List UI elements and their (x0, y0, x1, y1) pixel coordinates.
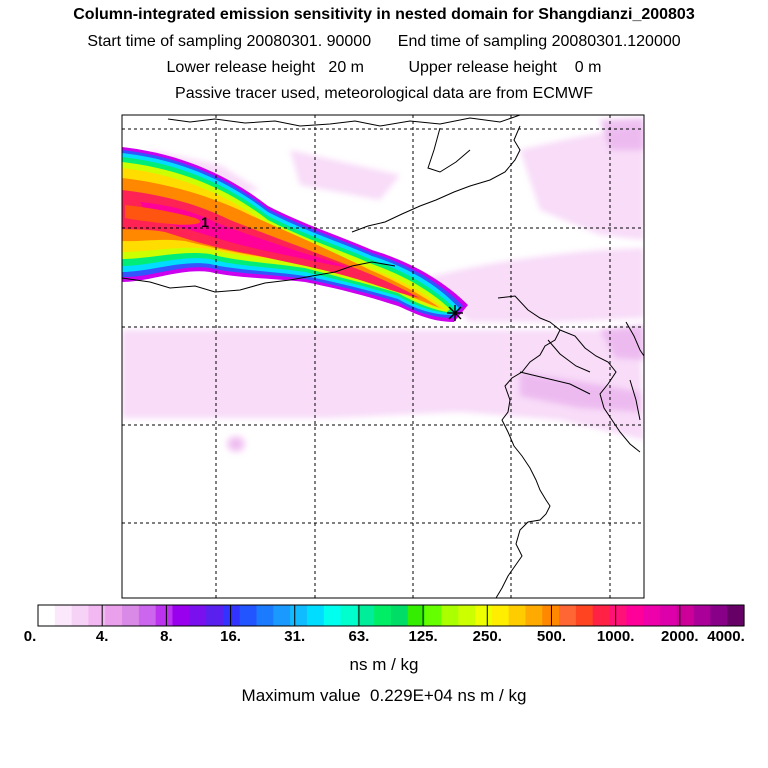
colorbar-cell (323, 605, 342, 626)
sampling-time-line: Start time of sampling 20080301. 90000 E… (0, 33, 768, 51)
colorbar-tick-label: 63. (348, 628, 370, 645)
colorbar-cell (105, 605, 123, 626)
colorbar-tick-label: 31. (284, 628, 306, 645)
colorbar-cell (693, 605, 711, 626)
colorbar-cell (306, 605, 325, 626)
colorbar-units: ns m / kg (349, 655, 419, 674)
colorbar-cell (88, 605, 106, 626)
colorbar-cell (122, 605, 140, 626)
colorbar-cell (458, 605, 476, 626)
upper-height-value: 0 m (574, 59, 602, 76)
colorbar-cell (54, 605, 73, 626)
colorbar-cell (626, 605, 644, 626)
maximum-value-label: Maximum value (241, 686, 361, 705)
colorbar-cell (491, 605, 510, 626)
colorbar-cell (424, 605, 443, 626)
lat-lon-grid (122, 115, 644, 598)
colorbar-cells (38, 605, 745, 626)
colorbar-cell (38, 605, 56, 626)
colorbar-cell (525, 605, 543, 626)
colorbar-separators (101, 605, 681, 626)
colorbar-cell (189, 605, 207, 626)
colorbar-cell (172, 605, 190, 626)
map-frame (121, 114, 645, 599)
colorbar-tick-label: 4000. (707, 628, 745, 645)
colorbar-cell (256, 605, 274, 626)
colorbar-cell (441, 605, 459, 626)
colorbar-cell (138, 605, 157, 626)
colorbar-frame (37, 604, 745, 627)
colorbar-cell (609, 605, 627, 626)
colorbar-tick-label: 0. (23, 628, 37, 645)
colorbar-cell (239, 605, 258, 626)
colorbar-cell (206, 605, 224, 626)
colorbar-tick-label: 4. (95, 628, 109, 645)
lower-height-label: Lower release height (166, 59, 316, 76)
colorbar-tick-label: 8. (160, 628, 173, 645)
upper-height-label: Upper release height (408, 59, 557, 76)
colorbar-cell (155, 605, 174, 626)
colorbar-cell (710, 605, 728, 626)
lower-height-value: 20 m (328, 59, 364, 76)
colorbar-cell (273, 605, 291, 626)
colorbar-cell (592, 605, 611, 626)
end-time-value: 20080301.120000 (551, 33, 681, 50)
maximum-value: Maximum value 0.229E+04 ns m / kg (0, 686, 768, 706)
start-time-value: 20080301. 90000 (246, 33, 372, 50)
receptor-star-icon (447, 305, 463, 321)
end-time-label: End time of sampling (397, 33, 548, 50)
colorbar-cell (676, 605, 695, 626)
colorbar-cell (407, 605, 426, 626)
colorbar-cell (391, 605, 409, 626)
colorbar-cell (222, 605, 241, 626)
colorbar-cell (357, 605, 375, 626)
colorbar-cell (290, 605, 308, 626)
maximum-value-number: 0.229E+04 ns m / kg (370, 686, 527, 705)
tracer-note: Passive tracer used, meteorological data… (175, 85, 593, 102)
stronger-background-patches (230, 118, 644, 449)
colorbar-cell (643, 605, 661, 626)
start-time-label: Start time of sampling (87, 33, 243, 50)
colorbar-cell (71, 605, 90, 626)
colorbar-cell (559, 605, 577, 626)
colorbar-tick-label: 125. (408, 628, 438, 645)
colorbar-cell (659, 605, 678, 626)
emission-plume (122, 147, 468, 322)
colorbar-tick-label: 16. (220, 628, 241, 645)
coastlines (122, 115, 644, 598)
release-height-line: Lower release height 20 m Upper release … (0, 59, 768, 77)
colorbar-cell (508, 605, 527, 626)
colorbar-cell (727, 605, 745, 626)
colorbar-tick-label: 2000. (661, 628, 699, 645)
plume-center-label: 1 (201, 214, 209, 230)
colorbar-cell (340, 605, 358, 626)
colorbar-cell (374, 605, 392, 626)
colorbar-cell (475, 605, 493, 626)
colorbar-tick-label: 250. (472, 628, 502, 645)
colorbar-cell (575, 605, 594, 626)
colorbar-tick-label: 1000. (596, 628, 635, 645)
colorbar-tick-label: 500. (536, 628, 567, 645)
plot-title: Column-integrated emission sensitivity i… (73, 6, 695, 23)
